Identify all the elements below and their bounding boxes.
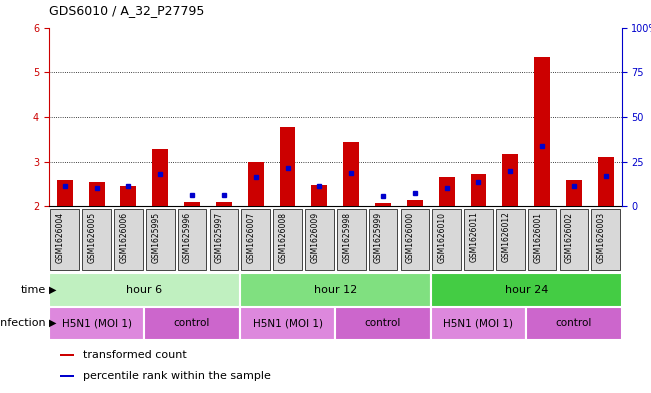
FancyBboxPatch shape [210,209,238,270]
FancyBboxPatch shape [400,209,429,270]
Text: GSM1626003: GSM1626003 [597,211,606,263]
Bar [49,307,145,340]
Text: GSM1626009: GSM1626009 [311,211,320,263]
Text: GSM1626012: GSM1626012 [501,211,510,263]
Text: GSM1625996: GSM1625996 [183,211,192,263]
Bar [120,186,136,206]
Text: GSM1626000: GSM1626000 [406,211,415,263]
Text: H5N1 (MOI 1): H5N1 (MOI 1) [253,318,322,328]
Bar [503,154,518,206]
Text: hour 24: hour 24 [505,285,548,295]
FancyBboxPatch shape [114,209,143,270]
Text: GSM1626001: GSM1626001 [533,211,542,263]
Text: transformed count: transformed count [83,350,186,360]
FancyBboxPatch shape [432,209,461,270]
Text: GSM1626006: GSM1626006 [119,211,128,263]
Text: control: control [174,318,210,328]
Bar [61,354,74,356]
Bar [89,182,105,206]
Bar [61,375,74,377]
Bar [534,57,550,206]
Text: GSM1625997: GSM1625997 [215,211,224,263]
Bar [335,307,431,340]
Text: time: time [20,285,46,295]
Bar [49,273,240,307]
FancyBboxPatch shape [592,209,620,270]
FancyBboxPatch shape [273,209,302,270]
Text: GSM1626010: GSM1626010 [437,211,447,263]
Bar [311,185,327,206]
FancyBboxPatch shape [368,209,397,270]
FancyBboxPatch shape [464,209,493,270]
Text: GDS6010 / A_32_P27795: GDS6010 / A_32_P27795 [49,4,204,17]
FancyBboxPatch shape [82,209,111,270]
Text: H5N1 (MOI 1): H5N1 (MOI 1) [62,318,132,328]
FancyBboxPatch shape [242,209,270,270]
Bar [566,180,582,206]
Text: control: control [556,318,592,328]
Text: GSM1625999: GSM1625999 [374,211,383,263]
Text: infection: infection [0,318,46,328]
Text: GSM1625998: GSM1625998 [342,211,351,263]
Text: percentile rank within the sample: percentile rank within the sample [83,371,271,381]
Text: GSM1626002: GSM1626002 [565,211,574,263]
Bar [216,202,232,206]
Bar [439,177,454,206]
Text: GSM1626005: GSM1626005 [88,211,96,263]
Bar [431,307,526,340]
FancyBboxPatch shape [560,209,589,270]
FancyBboxPatch shape [50,209,79,270]
Bar [598,157,614,206]
Bar [240,307,335,340]
Bar [240,273,431,307]
Text: H5N1 (MOI 1): H5N1 (MOI 1) [443,318,514,328]
Bar [471,174,486,206]
Bar [526,307,622,340]
Text: GSM1625995: GSM1625995 [151,211,160,263]
Bar [248,162,264,206]
Bar [343,141,359,206]
Text: ▶: ▶ [49,318,57,328]
FancyBboxPatch shape [496,209,525,270]
Text: ▶: ▶ [49,285,57,295]
Bar [57,180,73,206]
FancyBboxPatch shape [305,209,334,270]
Text: GSM1626008: GSM1626008 [279,211,288,263]
Text: control: control [365,318,401,328]
FancyBboxPatch shape [528,209,557,270]
Text: GSM1626011: GSM1626011 [469,211,478,263]
FancyBboxPatch shape [146,209,174,270]
FancyBboxPatch shape [337,209,365,270]
FancyBboxPatch shape [178,209,206,270]
Text: GSM1626004: GSM1626004 [56,211,64,263]
Bar [279,127,296,206]
Bar [184,202,200,206]
Text: hour 6: hour 6 [126,285,162,295]
Bar [145,307,240,340]
Bar [152,149,168,206]
Text: GSM1626007: GSM1626007 [247,211,256,263]
Bar [431,273,622,307]
Bar [375,203,391,206]
Bar [407,200,422,206]
Text: hour 12: hour 12 [314,285,357,295]
